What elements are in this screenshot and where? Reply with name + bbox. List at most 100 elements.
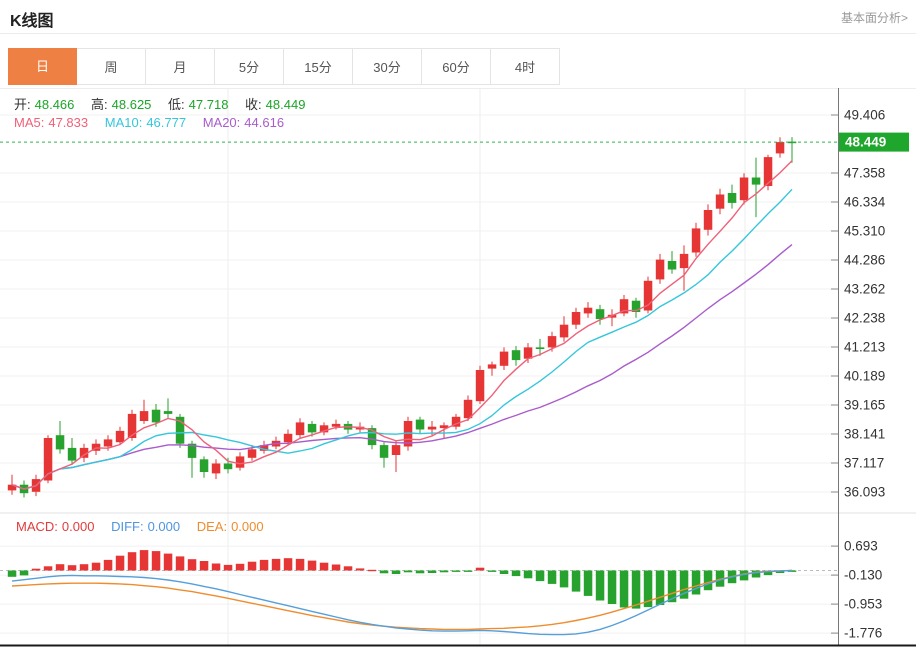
- price-axis: 49.406 47.358 46.334 45.310 44.286 43.262 42.2…: [0, 88, 916, 647]
- macd-value: 0.000: [61, 519, 95, 534]
- price-pane: [0, 137, 838, 498]
- macd-bar: [403, 570, 413, 573]
- tab-day[interactable]: 日: [8, 48, 77, 85]
- open-value: 48.466: [34, 97, 75, 112]
- macd-pane: [7, 550, 797, 636]
- candle: [391, 445, 401, 455]
- macd-bar: [139, 550, 149, 571]
- macd-bar: [55, 564, 65, 571]
- macd-bar: [775, 570, 785, 573]
- macd-bar: [607, 570, 617, 604]
- candle: [79, 447, 89, 458]
- price-tick-label: 36.093: [844, 485, 885, 500]
- macd-bar: [343, 566, 353, 571]
- candle: [547, 336, 557, 348]
- macd-bar: [91, 562, 101, 571]
- tab-4hour[interactable]: 4时: [491, 48, 560, 85]
- macd-bar: [571, 570, 581, 592]
- macd-bar: [307, 560, 317, 571]
- ma20-line: [11, 244, 793, 490]
- tab-month[interactable]: 月: [146, 48, 215, 85]
- candle: [295, 422, 305, 436]
- candle: [163, 411, 173, 414]
- fundamental-analysis-link[interactable]: 基本面分析>: [840, 11, 908, 25]
- macd-bar: [751, 570, 761, 578]
- macd-bar: [415, 570, 425, 574]
- candle: [223, 463, 233, 470]
- macd-bar: [259, 559, 269, 571]
- kline-chart-canvas[interactable]: 49.406 47.358 46.334 45.310 44.286 43.262 42.2…: [0, 88, 916, 649]
- candle: [655, 259, 665, 280]
- macd-tick-label: -1.776: [844, 626, 882, 641]
- macd-bar: [7, 570, 17, 577]
- high-label: 高:: [91, 97, 108, 112]
- price-tick-label: 37.117: [844, 456, 884, 471]
- candle: [247, 449, 257, 458]
- candle: [523, 347, 533, 359]
- tab-15min[interactable]: 15分: [284, 48, 353, 85]
- macd-bar: [439, 570, 449, 573]
- candle: [235, 456, 245, 468]
- candle: [175, 416, 185, 444]
- macd-tick-label: -0.953: [844, 597, 882, 612]
- ma10-value: 46.777: [146, 115, 187, 130]
- price-tick-label: 44.286: [844, 253, 885, 268]
- ma-readout: MA5: 47.833 MA10: 46.777 MA20: 44.616: [14, 115, 297, 130]
- candle: [187, 443, 197, 458]
- macd-bar: [535, 570, 545, 582]
- candle: [595, 309, 605, 320]
- macd-bar: [643, 570, 653, 608]
- macd-bar: [31, 568, 41, 571]
- candle: [499, 351, 509, 366]
- macd-bar: [19, 570, 29, 576]
- macd-bar: [283, 558, 293, 571]
- diff-line: [11, 569, 793, 636]
- price-tick-label: 46.334: [844, 195, 886, 210]
- macd-tick-label: 0.693: [844, 539, 878, 554]
- macd-bar: [247, 561, 257, 571]
- candle: [367, 428, 377, 446]
- dea-value: 0.000: [231, 519, 264, 534]
- macd-bar: [79, 564, 89, 571]
- macd-bar: [631, 570, 641, 609]
- candle: [691, 228, 701, 253]
- macd-bar: [559, 570, 569, 588]
- tab-week[interactable]: 周: [77, 48, 146, 85]
- tab-60min[interactable]: 60分: [422, 48, 491, 85]
- candle: [631, 300, 641, 312]
- macd-bar: [547, 570, 557, 584]
- candle: [103, 439, 113, 447]
- macd-bar: [295, 558, 305, 571]
- tab-30min[interactable]: 30分: [353, 48, 422, 85]
- ma20-label: MA20:: [202, 115, 241, 130]
- price-tick-label: 38.141: [844, 427, 885, 442]
- close-value: 48.449: [265, 97, 306, 112]
- candle: [439, 425, 449, 429]
- candle: [43, 438, 53, 481]
- tab-5min[interactable]: 5分: [215, 48, 284, 85]
- candle: [703, 210, 713, 230]
- macd-bar: [163, 553, 173, 571]
- macd-bar: [235, 563, 245, 571]
- macd-bar: [151, 551, 161, 571]
- candle: [451, 416, 461, 427]
- candle: [559, 324, 569, 338]
- candle: [535, 347, 545, 349]
- diff-label: DIFF:: [111, 519, 144, 534]
- page-title: K线图: [10, 13, 54, 30]
- dea-label: DEA:: [196, 519, 228, 534]
- ma20-value: 44.616: [244, 115, 285, 130]
- macd-bar: [391, 570, 401, 574]
- candle: [55, 435, 65, 450]
- candle: [331, 423, 341, 427]
- macd-bar: [763, 570, 773, 576]
- candle: [571, 312, 581, 325]
- candle: [475, 370, 485, 402]
- candle: [319, 425, 329, 433]
- low-label: 低:: [168, 97, 185, 112]
- candle: [487, 364, 497, 369]
- macd-bar: [271, 558, 281, 571]
- candle: [199, 459, 209, 472]
- ohlc-readout: 开: 48.466 高: 48.625 低: 47.718 收: 48.449: [14, 94, 318, 113]
- ma5-label: MA5:: [14, 115, 45, 130]
